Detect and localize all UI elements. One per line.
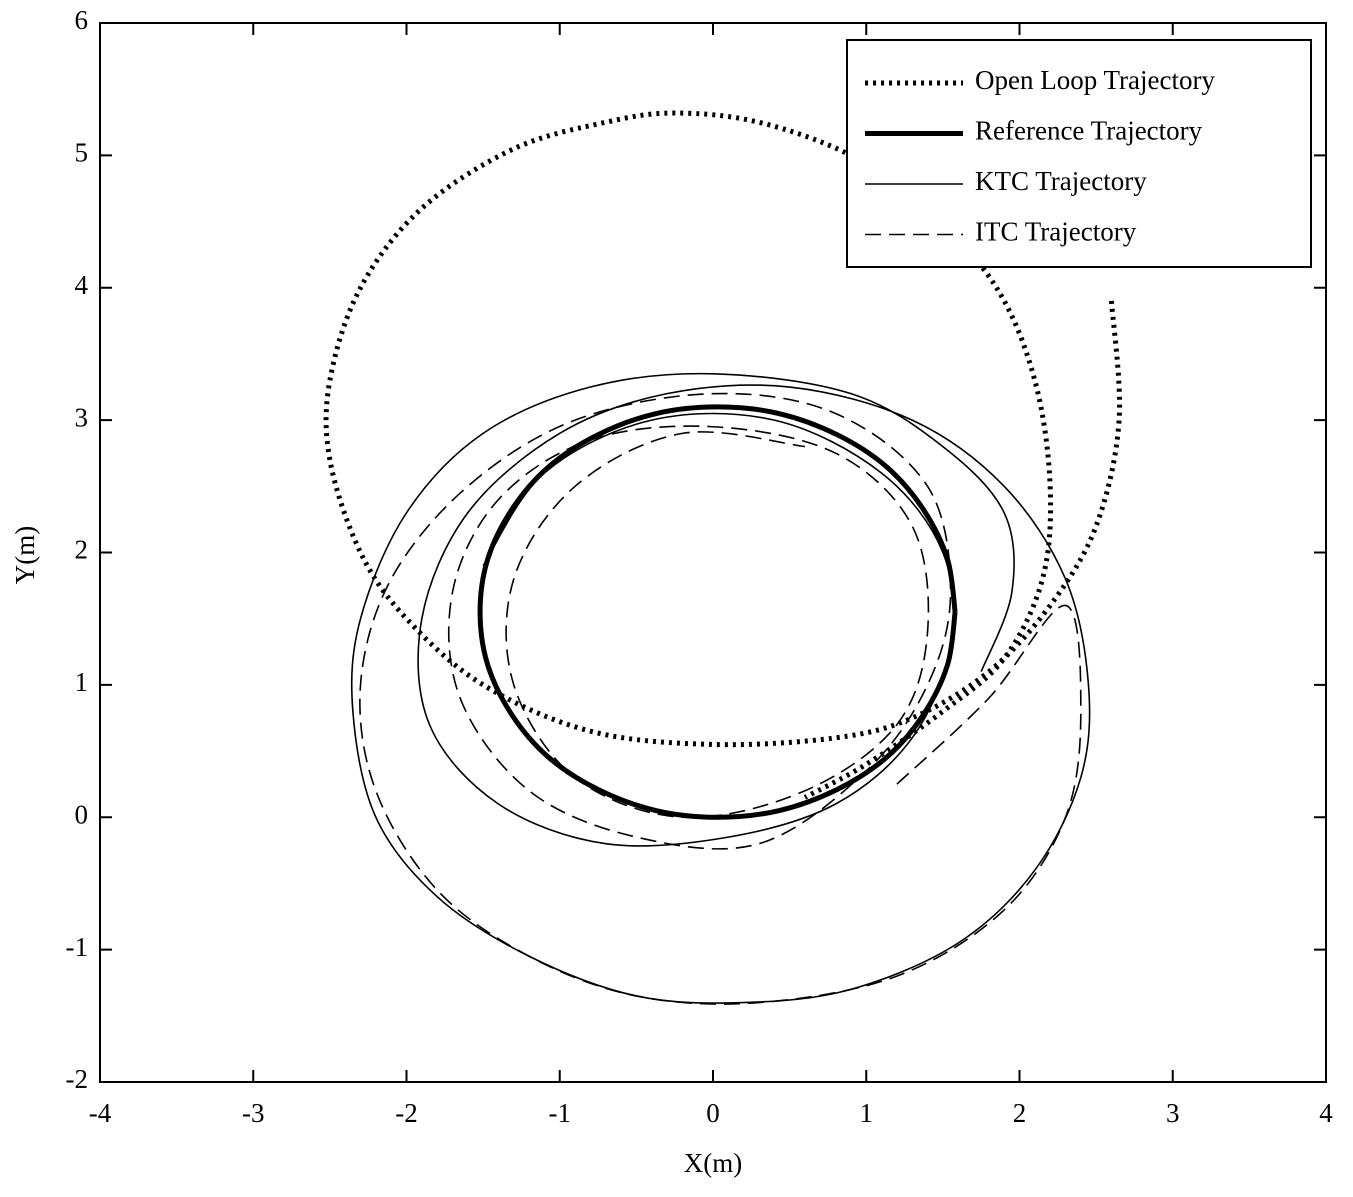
y-tick-label: 0 <box>75 799 89 829</box>
x-axis-label: X(m) <box>684 1148 742 1178</box>
y-tick-label: 6 <box>75 5 89 35</box>
x-tick-label: 0 <box>706 1098 720 1128</box>
y-tick-label: 5 <box>75 138 89 168</box>
x-tick-label: 2 <box>1013 1098 1027 1128</box>
legend-label: KTC Trajectory <box>975 166 1147 196</box>
legend-label: Reference Trajectory <box>975 116 1203 146</box>
y-tick-label: -2 <box>66 1064 89 1094</box>
x-tick-label: -3 <box>242 1098 265 1128</box>
x-tick-label: 1 <box>860 1098 874 1128</box>
trajectory-line <box>477 404 958 820</box>
legend-label: Open Loop Trajectory <box>975 65 1215 95</box>
x-tick-label: -1 <box>549 1098 572 1128</box>
y-tick-label: 3 <box>75 402 89 432</box>
x-tick-label: 4 <box>1319 1098 1333 1128</box>
trajectory-line <box>323 110 1123 800</box>
y-tick-label: -1 <box>66 932 89 962</box>
y-tick-label: 1 <box>75 667 89 697</box>
x-tick-label: -2 <box>395 1098 418 1128</box>
legend-box <box>846 39 1312 268</box>
y-axis-label: Y(m) <box>10 526 40 584</box>
y-tick-label: 4 <box>75 270 89 300</box>
x-tick-label: 3 <box>1166 1098 1180 1128</box>
y-tick-label: 2 <box>75 535 89 565</box>
legend-label: ITC Trajectory <box>975 217 1137 247</box>
trajectory-line <box>359 392 1082 1005</box>
x-tick-label: -4 <box>89 1098 112 1128</box>
trajectory-line <box>350 372 1091 1004</box>
